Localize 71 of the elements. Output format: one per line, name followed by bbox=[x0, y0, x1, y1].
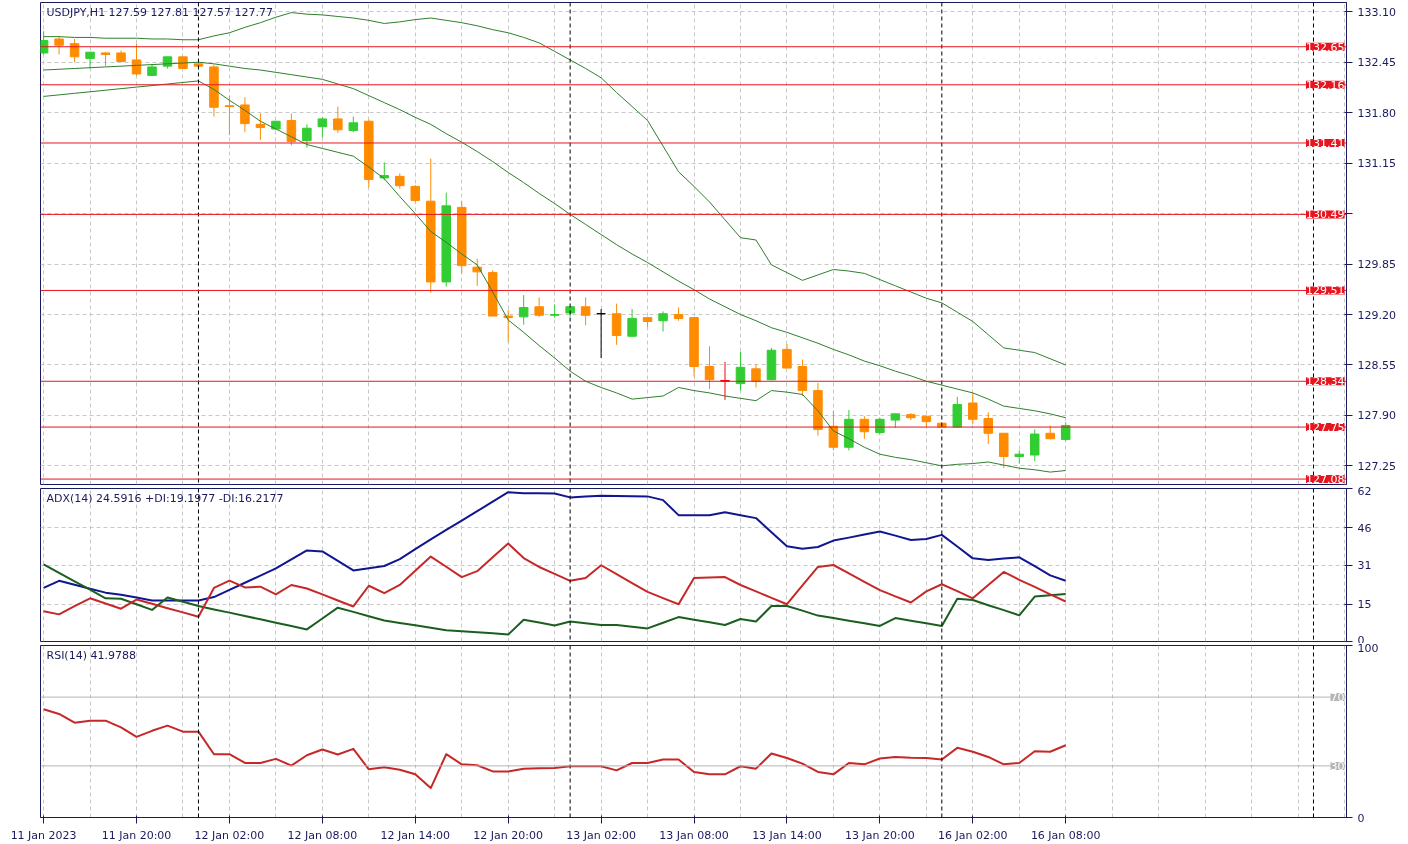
candlestick bbox=[534, 296, 544, 318]
line-series bbox=[42, 708, 1067, 790]
candlestick bbox=[751, 363, 761, 388]
candlestick bbox=[518, 294, 529, 326]
x-tick-label: 16 Jan 02:00 bbox=[937, 828, 1008, 842]
x-tick-label: 12 Jan 14:00 bbox=[380, 828, 451, 842]
y-tick-label: 46 bbox=[1357, 521, 1372, 535]
x-tick-label: 11 Jan 2023 bbox=[10, 828, 77, 842]
candlestick bbox=[549, 303, 560, 319]
line-series bbox=[42, 563, 1067, 636]
y-tick-label: 129.20 bbox=[1357, 308, 1396, 322]
ref-line-label: 127.08 bbox=[1306, 473, 1345, 487]
y-tick-label: 31 bbox=[1357, 559, 1372, 572]
candlestick bbox=[240, 96, 250, 133]
candlestick bbox=[580, 296, 591, 326]
y-tick-label: 133.10 bbox=[1357, 5, 1396, 19]
x-tick-label: 13 Jan 08:00 bbox=[659, 828, 729, 842]
x-tick-label: 12 Jan 20:00 bbox=[473, 828, 544, 842]
candlestick bbox=[968, 392, 978, 425]
y-tick-label: 62 bbox=[1357, 484, 1372, 498]
line-series bbox=[42, 491, 1067, 602]
y-tick-label: 127.25 bbox=[1357, 459, 1396, 473]
y-tick-label: 129.85 bbox=[1357, 258, 1396, 272]
ref-line-label: 130.49 bbox=[1306, 208, 1345, 222]
x-tick-label: 12 Jan 02:00 bbox=[194, 828, 265, 842]
ref-line-label: 30 bbox=[1330, 759, 1345, 773]
ref-line-label: 129.51 bbox=[1306, 284, 1345, 298]
chart-title: ADX(14) 24.5916 +DI:19.1977 -DI:16.2177 bbox=[46, 491, 284, 505]
ref-line-label: 128.34 bbox=[1306, 375, 1345, 389]
candlestick bbox=[952, 396, 963, 428]
candlestick bbox=[333, 106, 343, 134]
line-series bbox=[43, 61, 1067, 419]
x-tick-label: 13 Jan 14:00 bbox=[752, 828, 822, 842]
candlestick bbox=[704, 345, 715, 390]
candlestick bbox=[224, 95, 235, 136]
x-tick-label: 16 Jan 08:00 bbox=[1030, 828, 1101, 842]
chart-title: RSI(14) 41.9788 bbox=[46, 648, 136, 662]
candlestick bbox=[317, 116, 328, 139]
candlestick bbox=[54, 35, 64, 55]
y-tick-label: 127.90 bbox=[1357, 409, 1396, 423]
candlestick bbox=[503, 309, 513, 343]
x-tick-label: 12 Jan 08:00 bbox=[287, 828, 358, 842]
candlestick bbox=[85, 51, 95, 69]
candlestick bbox=[40, 30, 49, 55]
y-tick-label: 128.55 bbox=[1357, 358, 1396, 372]
y-tick-label: 0 bbox=[1357, 811, 1365, 825]
candlestick bbox=[782, 343, 792, 369]
candlestick bbox=[1029, 428, 1040, 462]
x-tick-label: 13 Jan 20:00 bbox=[845, 828, 915, 842]
ref-line-label: 127.75 bbox=[1306, 421, 1345, 435]
ref-line-label: 132.16 bbox=[1306, 78, 1345, 92]
candlestick bbox=[999, 432, 1009, 469]
ref-line-label: 70 bbox=[1330, 691, 1345, 705]
y-tick-label: 131.80 bbox=[1357, 106, 1396, 120]
line-series bbox=[42, 542, 1067, 618]
x-tick-label: 13 Jan 02:00 bbox=[566, 828, 636, 842]
y-tick-label: 131.15 bbox=[1357, 157, 1396, 171]
ref-line-label: 132.65 bbox=[1306, 40, 1345, 54]
candlestick bbox=[131, 43, 142, 76]
candlestick bbox=[658, 310, 668, 333]
candlestick bbox=[627, 308, 637, 337]
chart-title: USDJPY,H1 127.59 127.81 127.57 127.77 bbox=[46, 5, 274, 19]
y-tick-label: 132.45 bbox=[1357, 56, 1396, 70]
ref-line-label: 131.41 bbox=[1306, 136, 1345, 150]
y-tick-label: 15 bbox=[1357, 598, 1372, 612]
line-series bbox=[43, 80, 1067, 473]
candlestick bbox=[255, 112, 266, 141]
x-tick-label: 11 Jan 20:00 bbox=[101, 828, 172, 842]
candlestick bbox=[611, 303, 622, 346]
candlestick bbox=[302, 123, 312, 149]
candlestick bbox=[286, 112, 297, 146]
